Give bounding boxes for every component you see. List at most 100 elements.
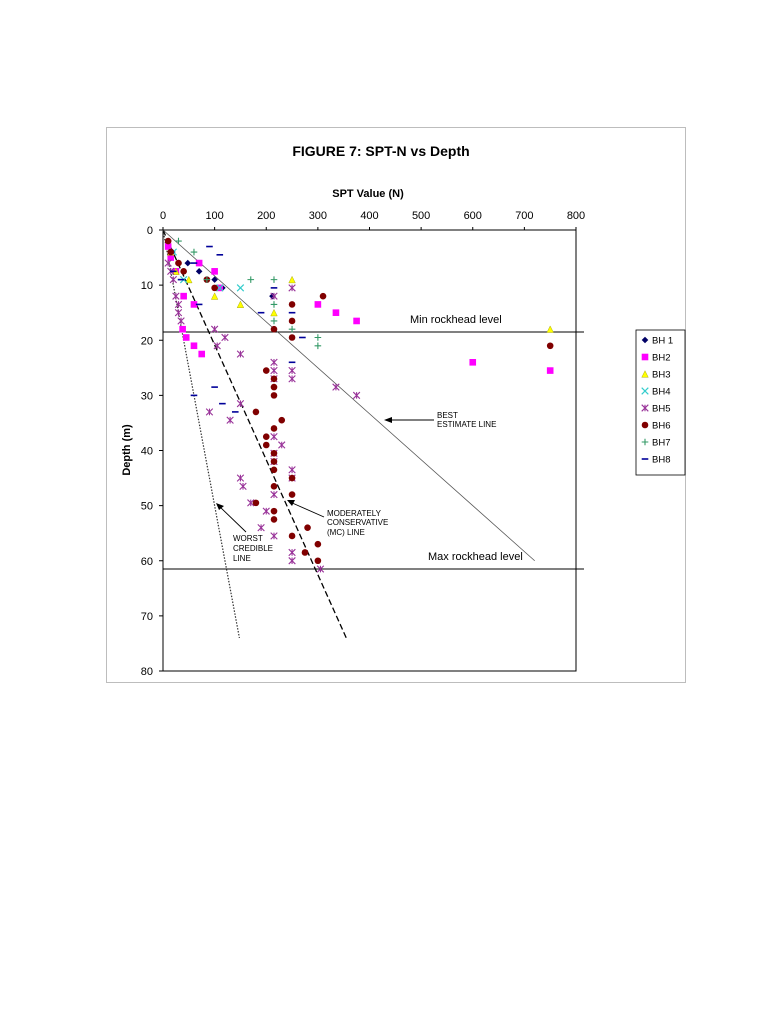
best-estimate-annotation-1: BEST [437, 411, 458, 420]
legend: BH 1 BH2 BH3 BH4 BH5 BH6 BH7 BH8 [641, 336, 673, 466]
data-point [304, 524, 311, 531]
legend-entry: BH4 [652, 387, 670, 398]
data-point [182, 334, 190, 341]
data-point [270, 466, 278, 474]
rockhead-level-label: Min rockhead level [410, 314, 502, 326]
data-point [262, 433, 270, 441]
data-point [190, 342, 198, 350]
data-point [190, 248, 198, 256]
legend-entry: BH7 [652, 438, 670, 449]
data-point [270, 292, 278, 300]
x-tick-label: 100 [205, 210, 223, 222]
data-point [205, 408, 214, 416]
data-point [216, 284, 224, 292]
data-point [288, 275, 296, 284]
data-point [288, 557, 296, 565]
data-point [164, 237, 172, 245]
data-point [175, 237, 182, 245]
data-point [175, 259, 182, 267]
legend-entry: BH6 [652, 421, 670, 432]
data-point [213, 342, 221, 350]
data-point [180, 292, 187, 300]
data-point [352, 391, 361, 400]
data-point [270, 366, 278, 375]
data-point [288, 301, 296, 308]
data-point [270, 392, 278, 399]
rockhead-levels: Min rockhead level Max rockhead level [163, 314, 584, 570]
data-point [314, 557, 322, 565]
mc-annotation-2: CONSERVATIVE [327, 518, 388, 527]
data-point [270, 516, 278, 523]
plot-area [162, 229, 577, 672]
data-point [270, 532, 278, 540]
data-point [177, 317, 185, 325]
data-point [270, 449, 278, 457]
data-point [270, 308, 278, 317]
data-point [288, 325, 296, 333]
data-point [270, 507, 278, 515]
data-point [319, 292, 327, 300]
data-point [314, 540, 322, 548]
data-point [164, 259, 172, 267]
data-point [270, 483, 278, 490]
y-tick-label: 60 [141, 556, 153, 568]
x-tick-label: 800 [567, 210, 585, 222]
data-point [198, 350, 206, 358]
reference-lines [162, 229, 535, 639]
legend-marker [641, 336, 649, 344]
data-point [278, 441, 286, 449]
x-tick-label: 700 [515, 210, 533, 222]
data-point [288, 532, 296, 540]
data-point [546, 325, 554, 333]
data-point [211, 292, 219, 300]
y-tick-label: 40 [141, 446, 153, 458]
data-point [174, 300, 183, 309]
x-tick-label: 300 [309, 210, 327, 222]
data-point [211, 276, 218, 283]
reference-line [162, 229, 240, 639]
data-point [169, 275, 178, 284]
data-point [247, 499, 255, 507]
rockhead-level-label: Max rockhead level [428, 551, 523, 563]
data-point [252, 499, 260, 507]
data-points [164, 237, 554, 573]
data-point [203, 276, 211, 283]
mc-arrowhead [287, 500, 295, 506]
data-point [270, 490, 278, 499]
data-point [314, 301, 322, 308]
data-point [288, 548, 296, 557]
data-point [270, 383, 278, 391]
data-point [236, 474, 245, 482]
data-point [221, 333, 229, 342]
data-point [179, 325, 186, 333]
data-point [226, 416, 234, 424]
y-tick-label: 50 [141, 501, 153, 513]
legend-entry: BH8 [652, 455, 670, 466]
data-point [195, 259, 203, 267]
data-point [184, 259, 192, 267]
data-point [236, 300, 245, 308]
y-tick-label: 10 [141, 280, 153, 292]
x-tick-label: 200 [257, 210, 275, 222]
data-point [174, 308, 183, 317]
y-tick-label: 30 [141, 390, 153, 402]
y-ticks: 0 10 20 30 40 50 60 70 80 [141, 225, 163, 678]
data-point [332, 383, 340, 391]
data-point [247, 276, 255, 283]
data-point [167, 248, 175, 256]
y-tick-label: 80 [141, 666, 153, 678]
data-point [270, 375, 278, 383]
data-point [167, 254, 175, 261]
data-point [180, 268, 187, 275]
data-point [288, 375, 296, 383]
data-point [469, 359, 477, 366]
data-point [270, 425, 278, 432]
data-point [211, 284, 218, 292]
chart-figure [106, 127, 686, 683]
data-point [270, 325, 278, 333]
data-point [314, 334, 322, 341]
legend-marker [641, 353, 649, 361]
data-point [288, 334, 296, 341]
worst-annotation-1: WORST [233, 534, 263, 543]
data-point [301, 549, 309, 556]
